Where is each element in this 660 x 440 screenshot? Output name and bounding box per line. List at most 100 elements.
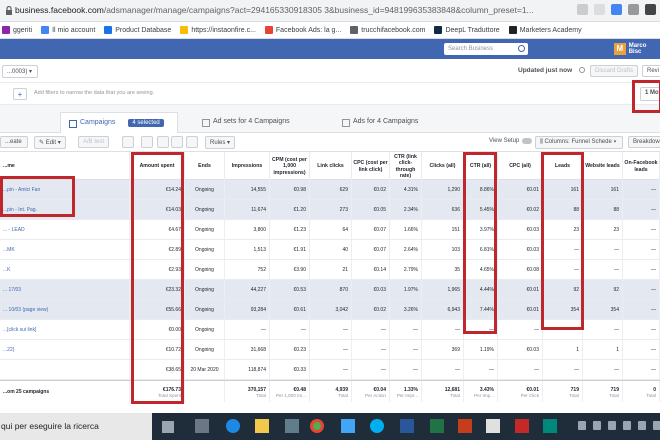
cell-campaign-name[interactable]: ...pin - Amici Fan (0, 180, 130, 199)
cell-campaign-name[interactable]: ...MK (0, 240, 130, 259)
date-range-button[interactable]: 1 Mor (640, 87, 660, 101)
column-header-cpm[interactable]: CPM (cost per 1,000 impressions) (270, 152, 310, 181)
tab-campaigns[interactable]: Campaigns 4 selected (60, 112, 178, 133)
word-icon[interactable] (400, 419, 414, 433)
folder-icon[interactable] (255, 419, 269, 433)
bookmark-item[interactable]: DeepL Traduttore (434, 26, 500, 34)
edge-icon[interactable] (226, 419, 240, 433)
app-icon[interactable] (486, 419, 500, 433)
powerpoint-icon[interactable] (458, 419, 472, 433)
tag-icon[interactable] (171, 136, 183, 148)
excel-icon[interactable] (430, 419, 444, 433)
breakdown-select[interactable]: Breakdown (628, 136, 660, 148)
preview-icon[interactable] (186, 136, 198, 148)
lock-icon (6, 6, 12, 15)
cell-campaign-name[interactable]: ...22) (0, 340, 130, 359)
bookmark-item[interactable]: Product Database (104, 26, 171, 34)
column-header-ctr-link[interactable]: CTR (link click-through rate) (390, 152, 422, 181)
cell-campaign-name[interactable] (0, 360, 130, 379)
view-setup-toggle[interactable] (522, 138, 532, 144)
url-text[interactable]: business.facebook.com/adsmanager/manage/… (15, 5, 534, 15)
ab-test-button[interactable]: A/B test (78, 136, 110, 148)
rules-button[interactable]: Rules ▾ (205, 136, 236, 149)
chrome-icon[interactable] (310, 419, 324, 433)
table-row[interactable]: ...pin - Amici Fan €14.24 Ongoing 14,555 €0.… (0, 180, 660, 200)
cell-ctr-all: — (464, 360, 498, 379)
bookmark-item[interactable]: trucchifacebook.com (350, 26, 425, 34)
language-icon[interactable] (623, 421, 631, 430)
file-icon[interactable] (195, 419, 209, 433)
cell-cpm: €0.33 (270, 360, 310, 379)
star-icon[interactable] (594, 4, 605, 15)
bookmark-item[interactable]: https://instaonfire.c... (180, 26, 256, 34)
cell-campaign-name[interactable]: ... 10/03 (page view) (0, 300, 130, 319)
mail-icon[interactable] (341, 419, 355, 433)
skype-icon[interactable] (370, 419, 384, 433)
delete-icon[interactable] (141, 136, 153, 148)
translate-icon[interactable] (577, 4, 588, 15)
column-header-link-clicks[interactable]: Link clicks (310, 152, 352, 181)
column-header-website-leads[interactable]: Website leads (583, 152, 623, 181)
network-icon[interactable] (593, 421, 601, 430)
column-header-facebook-leads[interactable]: On-Facebook leads (623, 152, 660, 181)
column-header-leads[interactable]: Leads (543, 152, 583, 181)
cell-leads: — (543, 360, 583, 379)
cell-campaign-name[interactable]: ...pin - Int. Pag. (0, 200, 130, 219)
column-header-clicks-all[interactable]: Clicks (all) (422, 152, 464, 181)
tab-adsets[interactable]: Ad sets for 4 Campaigns (194, 112, 322, 133)
task-view-icon[interactable] (162, 421, 174, 433)
column-header-ends[interactable]: Ends (185, 152, 225, 181)
extension-icon[interactable] (628, 4, 639, 15)
table-row[interactable]: ...22) €10.72 Ongoing 31,668 €0.23— — —369 1.19… (0, 340, 660, 360)
column-header-cpc-all[interactable]: CPC (all) (498, 152, 543, 181)
taskbar-search-input[interactable]: qui per eseguire la ricerca (0, 413, 152, 440)
tab-ads[interactable]: Ads for 4 Campaigns (334, 112, 464, 133)
cell-campaign-name[interactable]: ... 17/03 (0, 280, 130, 299)
column-header-ctr-all[interactable]: CTR (all) (464, 152, 498, 181)
trash-icon[interactable] (157, 136, 169, 148)
columns-select[interactable]: ⫼ Columns: Funnel Schede ▾ (535, 136, 623, 149)
refresh-icon[interactable] (579, 67, 585, 73)
table-row[interactable]: ... 10/03 (page view) €55.66 Ongoing 93,284… (0, 300, 660, 320)
app-icon[interactable] (543, 419, 557, 433)
edit-button[interactable]: ✎ Edit ▾ (34, 136, 66, 149)
create-button[interactable]: ...eate (0, 136, 28, 148)
store-icon[interactable] (285, 419, 299, 433)
review-button[interactable]: Revi (642, 65, 660, 77)
bookmarks-bar: ggeriti Il mio account Product Database … (0, 22, 660, 39)
bookmark-item[interactable]: Il mio account (41, 26, 95, 34)
table-row[interactable]: €38.65 20 Mar 2020 118,874 €0.33— — — — — — — — — (0, 360, 660, 380)
volume-icon[interactable] (608, 421, 616, 430)
table-row[interactable]: ... - LEAD €4.67 Ongoing 3,800 €1.23 64 €0.07 1… (0, 220, 660, 240)
table-row[interactable]: ...pin - Int. Pag. €14.03 Ongoing 11,674 €1.… (0, 200, 660, 220)
add-filter-icon[interactable]: + (13, 88, 27, 100)
extension-icon[interactable] (645, 4, 656, 15)
chevron-up-icon[interactable] (578, 421, 586, 430)
search-input[interactable]: Search Business (444, 43, 528, 55)
selected-badge[interactable]: 4 selected (128, 119, 164, 127)
cell-campaign-name[interactable]: ...[click sui link] (0, 320, 130, 339)
notification-icon[interactable] (653, 421, 660, 430)
extension-icon[interactable] (611, 4, 622, 15)
app-icon[interactable] (515, 419, 529, 433)
bookmark-item[interactable]: Facebook Ads: la g... (264, 26, 341, 34)
battery-icon[interactable] (638, 421, 646, 430)
column-header-cpc[interactable]: CPC (cost per link click) (352, 152, 390, 181)
table-row[interactable]: ...MK €2.89 Ongoing 1,513 €1.91 40 €0.07 2.64% 1… (0, 240, 660, 260)
table-row[interactable]: ...[click sui link] €0.00 Ongoing — — — — — — — — —… (0, 320, 660, 340)
column-header-amount-spent[interactable]: Amount spent (130, 152, 185, 181)
cell-campaign-name[interactable]: ...K (0, 260, 130, 279)
duplicate-icon[interactable] (122, 136, 134, 148)
table-row[interactable]: ...K €2.93 Ongoing 752 €3.90 21 €0.14 2.79% 35 4.… (0, 260, 660, 280)
bookmark-item[interactable]: Marketers Academy (508, 26, 582, 34)
browser-address-bar[interactable]: business.facebook.com/adsmanager/manage/… (0, 0, 660, 22)
table-row[interactable]: ... 17/03 €23.32 Ongoing 44,227 €0.53 870 €0.0… (0, 280, 660, 300)
cell-website-leads: 354 (583, 300, 623, 319)
discard-drafts-button[interactable]: Discard Drafts (590, 65, 639, 77)
account-select[interactable]: ...0003) ▾ (2, 65, 38, 78)
bookmark-item[interactable]: ggeriti (2, 26, 32, 34)
cell-campaign-name[interactable]: ... - LEAD (0, 220, 130, 239)
column-header-name[interactable]: ...me (0, 152, 130, 181)
user-menu[interactable]: M Marco Bisc (614, 43, 660, 55)
column-header-impressions[interactable]: Impressions (225, 152, 270, 181)
